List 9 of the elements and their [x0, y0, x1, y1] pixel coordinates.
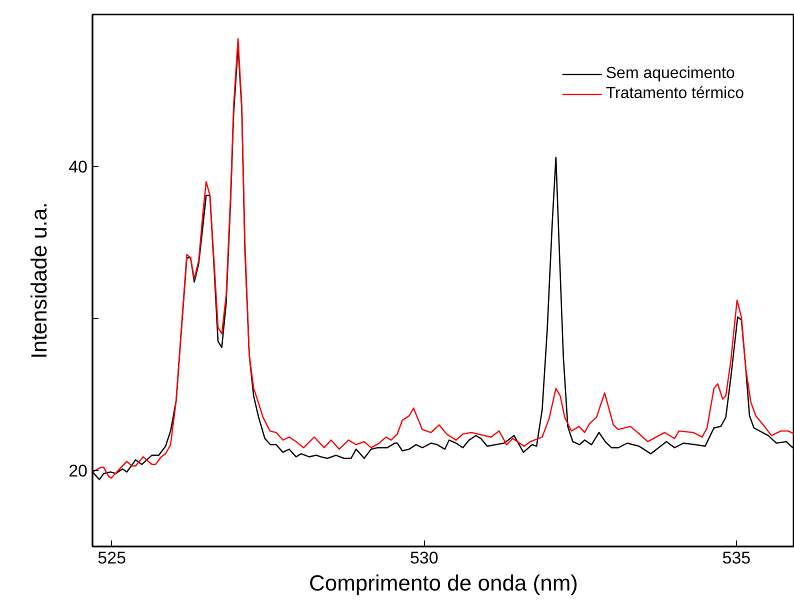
y-tick-label: 40: [68, 158, 88, 176]
x-tick-label: 530: [410, 548, 438, 568]
y-axis-title: Intensidade u.a.: [26, 202, 52, 359]
x-axis-title: Comprimento de onda (nm): [308, 570, 578, 596]
legend-label: Tratamento térmico: [606, 85, 744, 103]
x-tick-label: 525: [98, 548, 126, 568]
x-tick-label: 535: [722, 548, 751, 568]
y-tick-label: 20: [68, 462, 88, 480]
legend-label: Sem aquecimento: [606, 65, 735, 83]
